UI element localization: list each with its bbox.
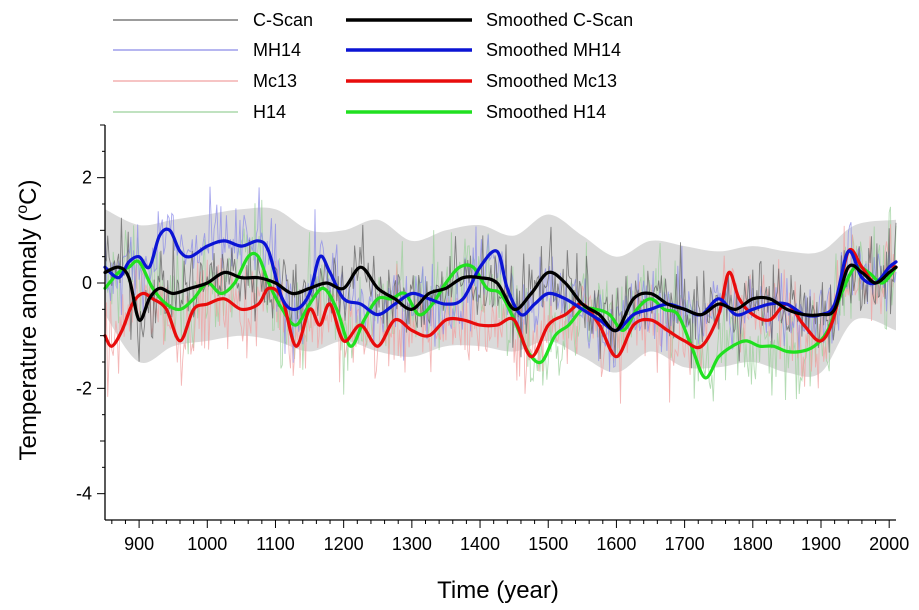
legend-label-smoothed-c-scan: Smoothed C-Scan (486, 10, 633, 30)
legend-label-c-scan: C-Scan (253, 10, 313, 30)
x-tick-label: 1100 (256, 534, 295, 554)
x-tick-label: 900 (124, 534, 154, 554)
y-axis-title: Temperature anomaly (oC) (14, 179, 42, 460)
series-line-smoothed-mh14 (103, 227, 898, 333)
x-tick-label: 1300 (392, 534, 432, 554)
x-axis-title: Time (year) (437, 577, 559, 604)
y-tick-label: 2 (82, 168, 92, 188)
x-tick-label: 1500 (528, 534, 568, 554)
legend: C-Scan Smoothed C-Scan MH14 Smoothed MH14 Mc… (113, 10, 633, 122)
legend-label-h14: H14 (253, 102, 286, 122)
series-line-smoothed-h14 (103, 251, 898, 380)
y-axis-title-superscript: o (14, 205, 31, 214)
raw-series-c-scan (104, 217, 897, 369)
x-tick-label: 2000 (869, 534, 909, 554)
x-tick-label: 1000 (187, 534, 227, 554)
y-axis-title-main: Temperature anomaly ( (15, 214, 42, 461)
legend-label-smoothed-mh14: Smoothed MH14 (486, 40, 621, 60)
y-tick-label: -2 (76, 378, 92, 398)
x-tick-label: 1600 (596, 534, 636, 554)
legend-label-mh14: MH14 (253, 40, 301, 60)
y-tick-label: 0 (82, 273, 92, 293)
y-axis-title-unit: C) (15, 179, 42, 204)
series-line-smoothed-c-scan (103, 263, 898, 333)
legend-label-smoothed-mc13: Smoothed Mc13 (486, 71, 617, 91)
x-tick-label: 1400 (460, 534, 500, 554)
x-tick-label: 1200 (324, 534, 364, 554)
raw-series-mc13 (104, 224, 897, 404)
x-tick-label: 1900 (801, 534, 841, 554)
x-tick-label: 1700 (665, 534, 705, 554)
x-tick-label: 1800 (733, 534, 773, 554)
legend-label-smoothed-h14: Smoothed H14 (486, 102, 606, 122)
y-tick-label: -4 (76, 484, 92, 504)
legend-label-mc13: Mc13 (253, 71, 297, 91)
series-line-smoothed-mc13 (103, 247, 898, 359)
smoothed-series-layer (103, 227, 898, 380)
axes: 2 0 -2 -4 900 1000 1100 1200 1300 1400 1500 1600 170… (76, 124, 909, 554)
